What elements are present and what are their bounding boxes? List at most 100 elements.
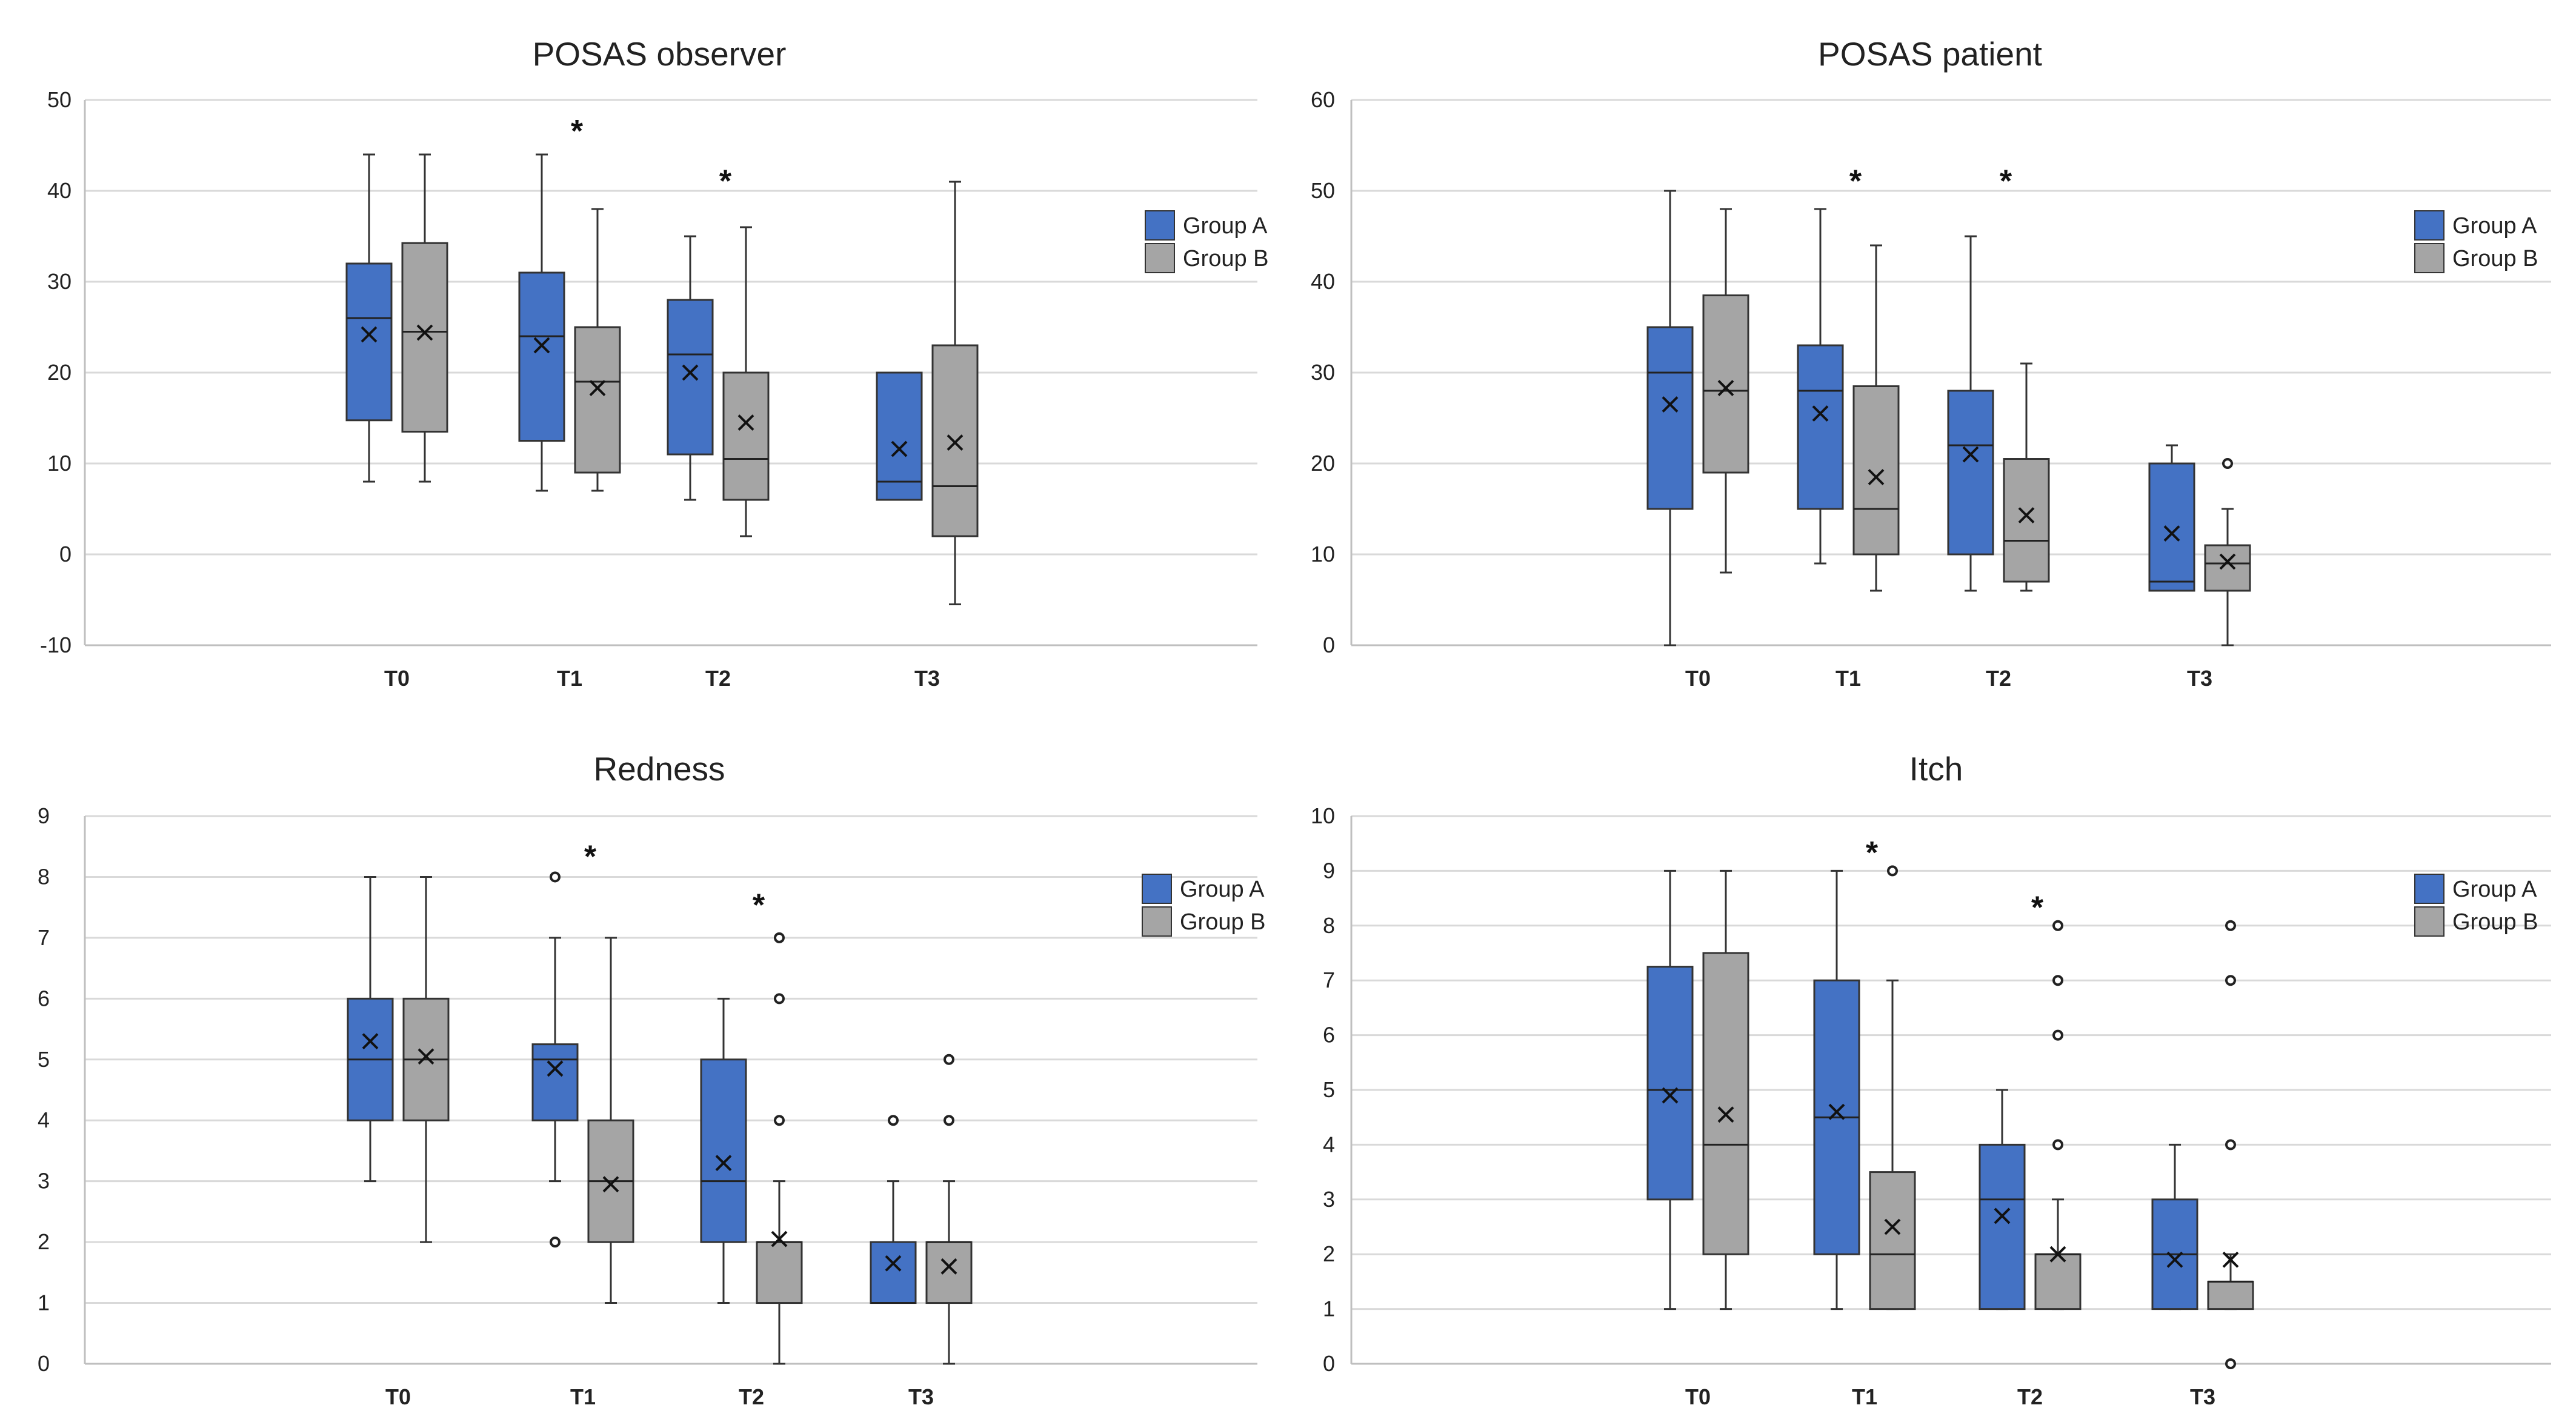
legend-label: Group A [2452,213,2537,239]
mean-marker [1868,469,1885,485]
mean-marker [1962,446,1979,463]
mean-marker [1717,380,1734,396]
box-body-group-b [401,242,448,433]
box-body-group-b [574,326,621,474]
chart-itch: 0 1 2 3 4 5 6 7 8 9 10 Itch T0 T1 T2 T3 * * Group A Group B [1311,750,2551,1409]
legend-swatch-group-b [1142,906,1172,937]
mean-marker [2219,553,2236,570]
outlier-point [774,932,785,943]
y-tick-label: 0 [59,542,72,566]
legend-label: Group A [1180,877,1265,902]
x-category-label: T3 [2190,1384,2215,1409]
outlier-point [774,1115,785,1126]
mean-marker [947,434,964,451]
mean-marker [1812,405,1829,422]
box-body-group-a [700,1058,747,1243]
mean-marker [940,1258,957,1275]
box-body-group-b [722,371,770,501]
y-tick-label: 4 [38,1108,50,1132]
legend-swatch-group-a [1142,874,1172,904]
y-tick-label: 7 [38,925,50,950]
y-tick-label: 2 [38,1229,50,1254]
box-group-a [345,153,393,483]
y-tick-label: 9 [38,803,50,828]
x-category-label: T2 [739,1384,764,1409]
box-group-a [1646,869,1694,1310]
y-tick-label: 9 [1323,858,1335,883]
y-tick-label: 40 [1311,269,1335,294]
mean-marker [682,364,699,381]
y-tick-label: 50 [1311,178,1335,203]
mean-marker [361,326,378,343]
box-group-a [1797,208,1844,565]
mean-marker [1828,1103,1845,1120]
x-category-label: T1 [1835,666,1861,691]
box-body-group-b [1869,1171,1916,1310]
box-body-group-b [2204,544,2251,592]
y-tick-label: 10 [1311,803,1335,828]
significance-star: * [2031,891,2044,926]
legend-label: Group B [1180,909,1266,935]
y-tick-label: 2 [1323,1241,1335,1266]
x-category-label: T1 [557,666,582,691]
box-group-b [756,932,803,1365]
x-category-label: T2 [2017,1384,2043,1409]
box-group-a [531,871,579,1248]
mean-marker [533,337,550,354]
outlier-point [2222,458,2233,469]
box-group-a [1979,1089,2026,1310]
y-tick-label: 3 [38,1169,50,1194]
x-category-label: T0 [1685,666,1711,691]
outlier-point [944,1054,954,1065]
outlier-point [1887,865,1898,877]
box-body-group-a [1947,390,1994,556]
chart-posas-observer: -10 0 10 20 30 40 50 POSAS observer T0 T1 T2 T3 * * Gr… [40,35,1269,691]
x-category-label: T2 [705,666,731,691]
significance-star: * [753,888,765,923]
mean-marker [2018,507,2035,523]
significance-star: * [571,114,584,149]
mean-marker [2222,1251,2239,1268]
y-tick-label: 60 [1311,87,1335,112]
outlier-point [2225,975,2236,986]
legend-swatch-group-b [1145,243,1175,273]
legend: Group A Group B [1145,210,1269,273]
box-body-group-b [756,1241,803,1304]
legend-swatch-group-b [2414,906,2445,937]
y-tick-label: 7 [1323,968,1335,992]
outlier-point [2225,1358,2236,1369]
y-tick-label: 4 [1323,1132,1335,1157]
outlier-point [2052,920,2063,931]
legend: Group A Group B [1142,874,1266,937]
mean-marker [547,1060,564,1077]
box-group-b [931,181,979,605]
box-group-a [1813,869,1860,1310]
mean-marker [2049,1246,2066,1263]
legend: Group A Group B [2414,210,2538,273]
x-category-label: T0 [384,666,410,691]
y-tick-label: 20 [47,360,72,385]
y-tick-label: 5 [38,1047,50,1072]
mean-marker [2166,1251,2183,1268]
mean-marker [1662,396,1679,413]
box-group-a [2148,444,2195,592]
box-group-a [1646,190,1694,646]
outlier-point [944,1115,954,1126]
outlier-point [2052,1139,2063,1151]
box-body-group-b [925,1241,973,1304]
mean-marker [1884,1218,1901,1235]
legend-label: Group A [1183,213,1268,239]
y-tick-label: 5 [1323,1077,1335,1102]
box-group-b [2207,920,2254,1369]
box-group-b [1702,869,1749,1310]
mean-marker [715,1155,732,1171]
mean-marker [737,414,754,431]
box-group-b [401,153,448,483]
outlier-point [2225,920,2236,931]
box-group-a [1947,235,1994,592]
mean-marker [1662,1087,1679,1104]
mean-marker [589,380,606,396]
box-body-group-a [876,371,923,501]
box-body-group-b [1702,294,1749,474]
